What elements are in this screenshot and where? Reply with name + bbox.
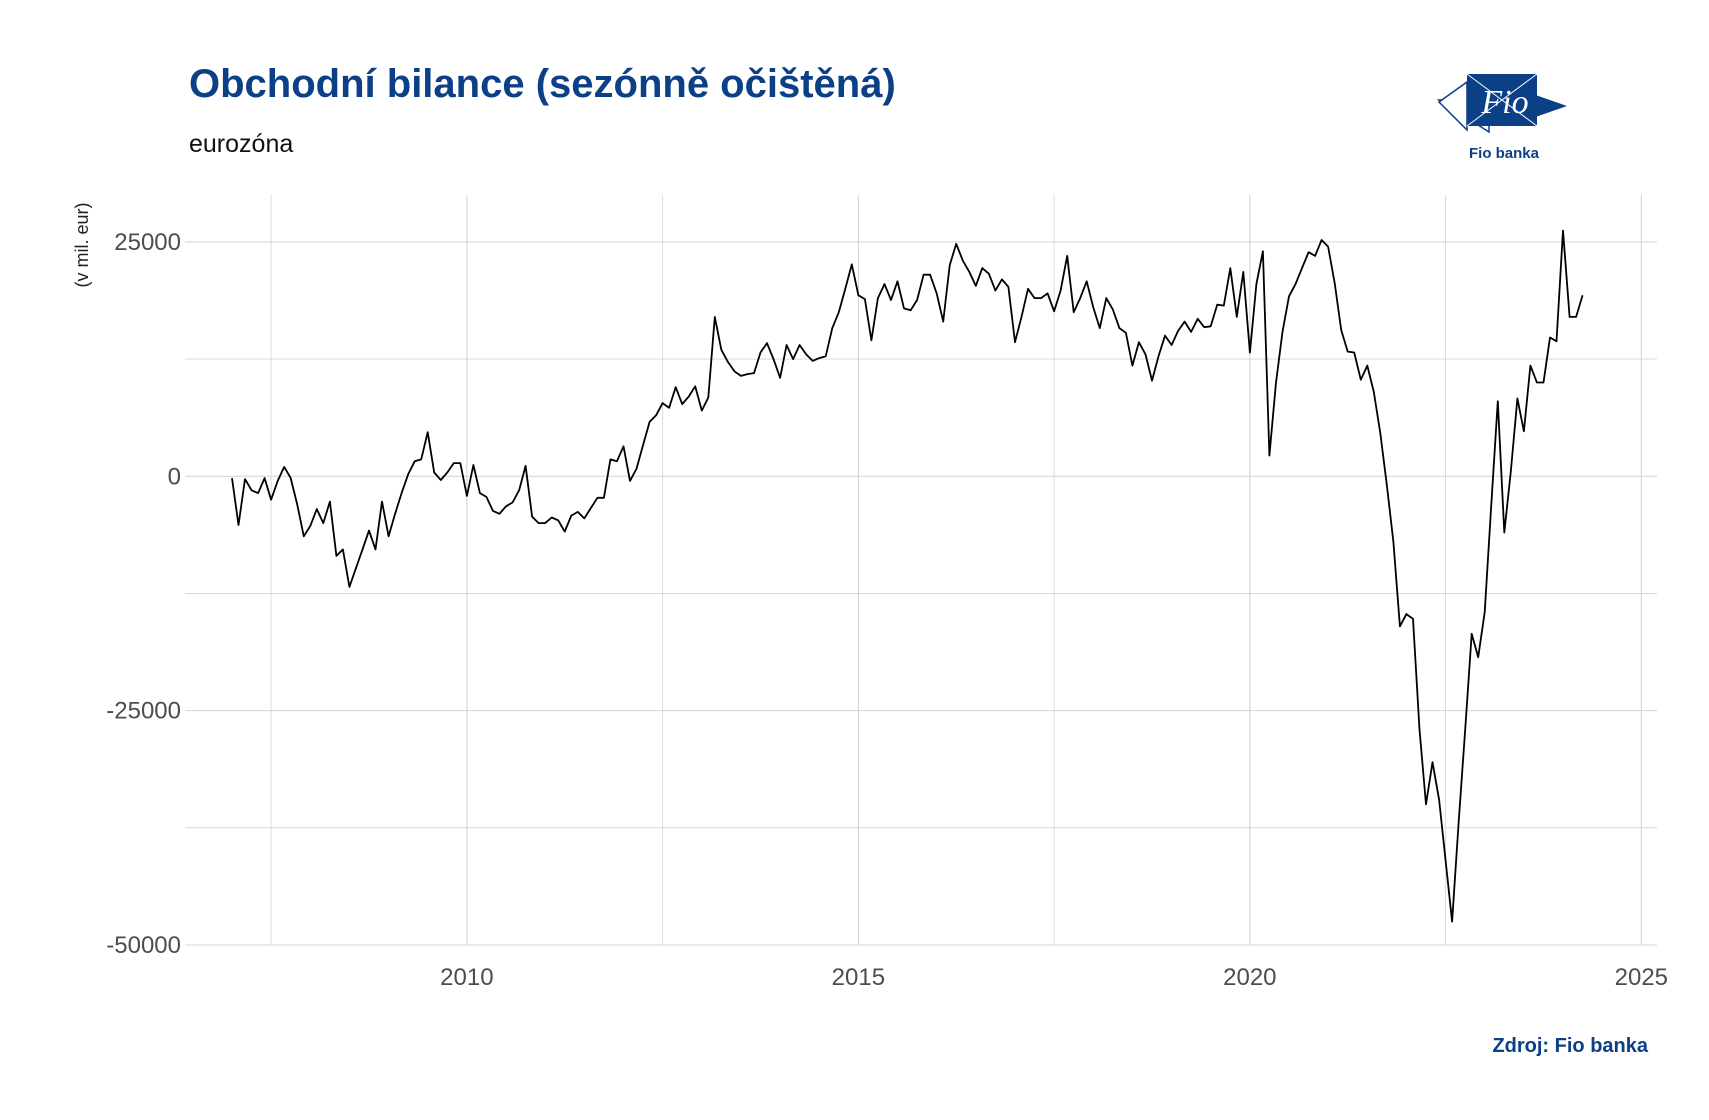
logo-name: Fio banka (1468, 145, 1539, 162)
y-tick-label: 0 (168, 463, 181, 490)
y-tick-label: -50000 (106, 932, 181, 959)
axis-layer: -50000 -25000 0 25000 2010 2015 2020 2025 (106, 229, 1668, 991)
chart-subtitle: eurozóna (189, 130, 294, 158)
grid-layer (185, 195, 1657, 946)
series-layer (231, 229, 1584, 923)
source-note: Zdroj: Fio banka (1492, 1035, 1648, 1057)
x-tick-label: 2020 (1223, 964, 1276, 991)
fio-logo-icon: Fio (1437, 73, 1567, 134)
y-tick-label: -25000 (106, 698, 181, 725)
x-tick-label: 2025 (1615, 964, 1668, 991)
x-tick-label: 2010 (440, 964, 493, 991)
series-line (231, 229, 1584, 923)
y-tick-label: 25000 (114, 229, 181, 256)
chart-title: Obchodní bilance (sezónně očištěná) (189, 62, 896, 106)
y-axis-label: (v mil. eur) (72, 203, 92, 288)
x-tick-label: 2015 (832, 964, 885, 991)
logo-wordmark: Fio (1480, 84, 1528, 121)
